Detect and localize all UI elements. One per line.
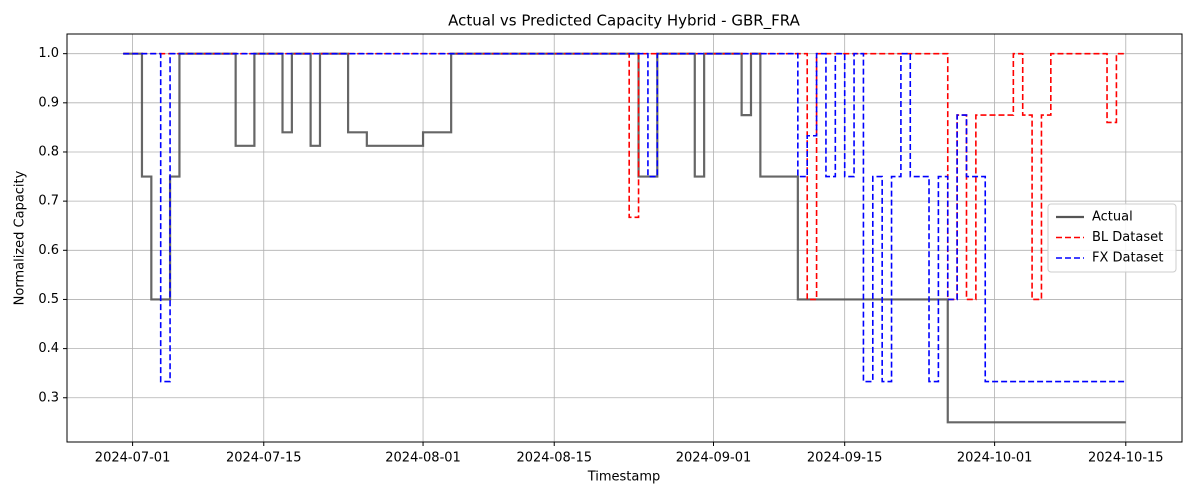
x-tick-label: 2024-07-01 [95,451,171,466]
x-tick-label: 2024-09-15 [807,451,883,466]
y-tick-label: 1.0 [38,46,59,61]
x-tick-label: 2024-10-01 [957,451,1033,466]
y-axis-label: Normalized Capacity [13,170,28,305]
chart-title: Actual vs Predicted Capacity Hybrid - GB… [448,12,800,31]
legend: Actual BL Dataset FX Dataset [1047,203,1177,273]
legend-label: FX Dataset [1092,251,1163,266]
y-tick-label: 0.8 [38,144,59,159]
y-tick-label: 0.3 [38,390,59,405]
series-line [123,52,1126,383]
legend-label: BL Dataset [1092,230,1163,245]
x-tick-label: 2024-08-01 [385,451,461,466]
y-tick-label: 0.5 [38,292,59,307]
x-axis-label: Timestamp [587,470,661,485]
x-tick-label: 2024-07-15 [226,451,302,466]
x-tick-label: 2024-09-01 [676,451,752,466]
plot-frame [66,33,1183,443]
legend-box [1047,203,1177,273]
y-tick-label: 0.4 [38,341,59,356]
x-tick-label: 2024-08-15 [516,451,592,466]
series-line [123,52,1126,301]
y-tick-label: 0.7 [38,194,59,209]
legend-label: Actual [1092,210,1133,225]
y-tick-label: 0.9 [38,95,59,110]
y-tick-label: 0.6 [38,243,59,258]
x-tick-label: 2024-10-15 [1088,451,1164,466]
